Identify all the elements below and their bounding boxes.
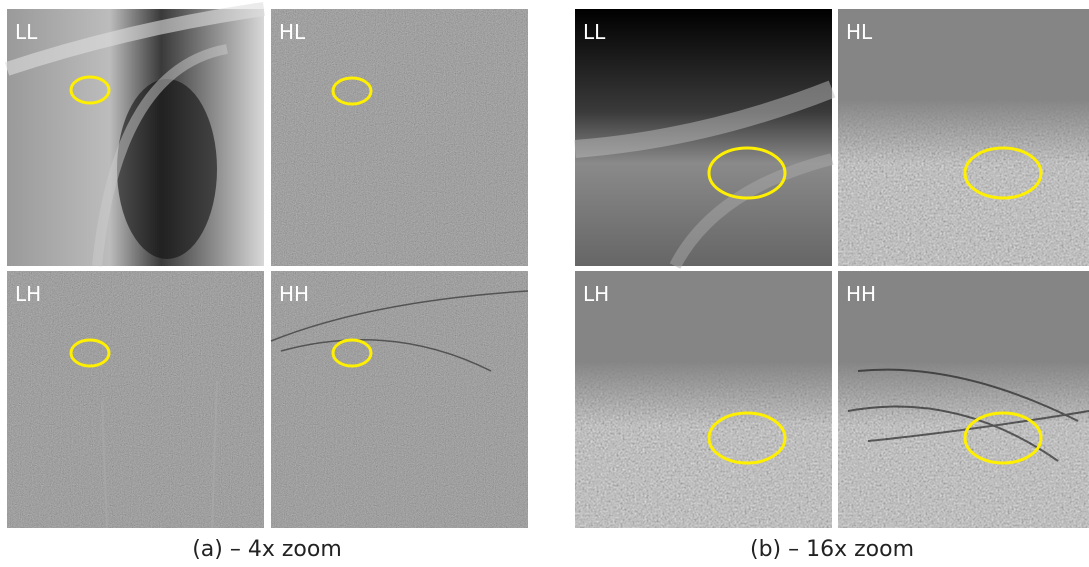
group-b: LL HL LH HH (b) – 16x zoom xyxy=(575,9,1089,562)
panel-label: HH xyxy=(846,282,876,306)
panel-hl: HL xyxy=(838,9,1089,266)
panel-label: HL xyxy=(846,20,873,44)
group-a: LL HL LH HH (a) – 4x zoom xyxy=(7,9,528,562)
panel-label: LH xyxy=(583,282,609,306)
panel-label: LH xyxy=(15,282,41,306)
panel-lh: LH xyxy=(575,271,832,528)
panel-label: HL xyxy=(279,20,306,44)
panel-lh: LH xyxy=(7,271,264,528)
panel-ll: LL xyxy=(575,9,832,266)
caption: (a) – 4x zoom xyxy=(192,537,342,562)
panel-label: LL xyxy=(15,20,38,44)
panel-ll: LL xyxy=(7,9,264,266)
panel-label: LL xyxy=(583,20,606,44)
caption: (b) – 16x zoom xyxy=(750,537,914,562)
panel-hl: HL xyxy=(271,9,528,266)
panel-hh: HH xyxy=(271,271,528,528)
panel-label: HH xyxy=(279,282,309,306)
panel-hh: HH xyxy=(838,271,1089,528)
figure: LL HL LH HH (a) – 4x zoom xyxy=(0,0,1089,567)
